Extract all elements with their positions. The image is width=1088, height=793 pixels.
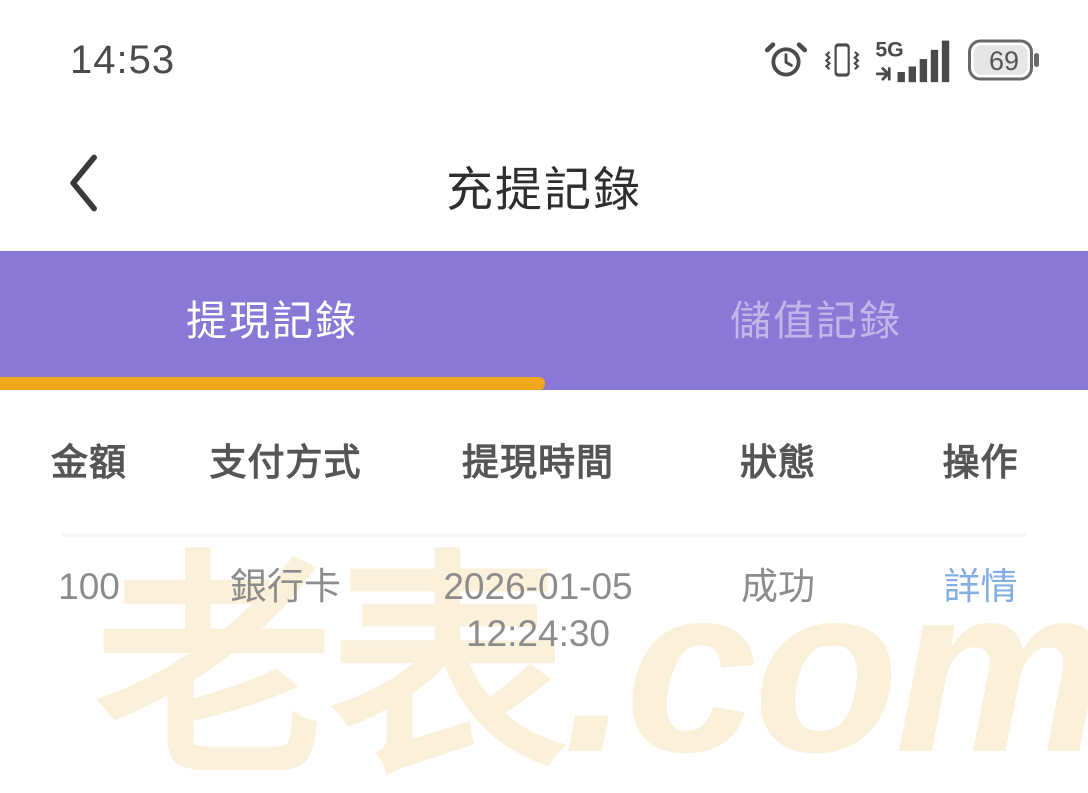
detail-link[interactable]: 詳情 [943,566,1018,607]
table-header-row: 金額 支付方式 提現時間 狀態 操作 [0,390,1088,535]
tab-active-indicator [0,377,545,390]
cell-time-clock: 12:24:30 [465,613,611,655]
back-button[interactable] [52,149,118,223]
column-header-amount: 金額 [51,441,127,483]
page-title: 充提記錄 [446,163,642,216]
records-table: 金額 支付方式 提現時間 狀態 操作 100 銀行卡 2026-01-05 12… [0,390,1088,658]
status-icon-group: 5G 69 [763,36,1040,84]
nav-bar: 充提記錄 [0,120,1088,251]
tab-deposit-records[interactable]: 儲值記錄 [730,297,902,344]
cell-time: 2026-01-05 12:24:30 [393,563,683,658]
tab-bar: 提現記錄 儲值記錄 [0,251,1088,390]
cell-method: 銀行卡 [230,566,341,607]
signal-5g-icon: 5G [875,36,957,84]
column-header-action: 操作 [942,441,1019,483]
table-row: 100 銀行卡 2026-01-05 12:24:30 成功 詳情 [0,535,1088,658]
status-bar: 14:53 [0,0,1088,120]
svg-text:5G: 5G [875,38,903,61]
cell-amount: 100 [58,566,120,607]
alarm-clock-icon [763,37,809,83]
watermark-text-cn: 老表 [95,537,567,793]
cell-action: 詳情 [873,563,1088,610]
vibrate-mode-icon [820,37,864,83]
watermark-text-domain: .com [563,537,1088,793]
row-divider [62,533,1026,537]
column-header-status: 狀態 [740,441,816,483]
cell-status: 成功 [741,566,815,607]
cell-time-date: 2026-01-05 [443,566,633,607]
chevron-left-icon [63,152,107,219]
tab-withdrawal-records[interactable]: 提現記錄 [186,297,358,344]
column-header-time: 提現時間 [462,441,614,483]
column-header-method: 支付方式 [209,441,362,483]
battery-icon: 69 [968,38,1040,82]
status-time: 14:53 [70,37,176,82]
watermark: 老表.com [95,545,1088,793]
battery-percent-label: 69 [988,46,1020,76]
